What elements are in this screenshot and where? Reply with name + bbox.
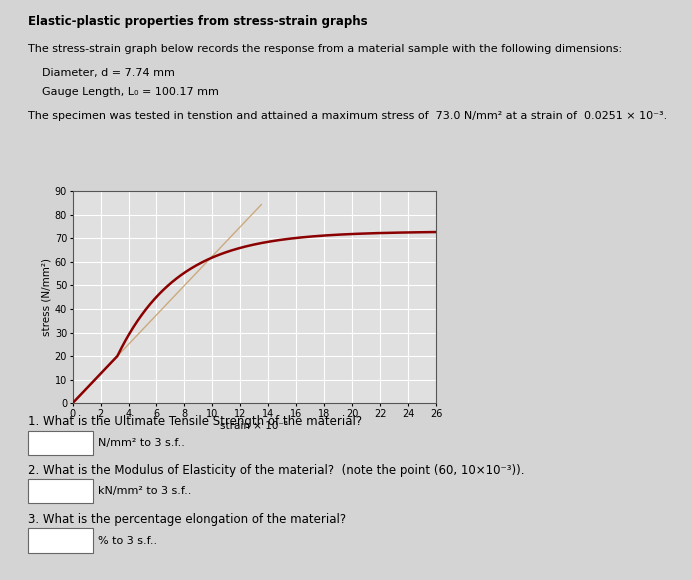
Text: 3. What is the percentage elongation of the material?: 3. What is the percentage elongation of … [28, 513, 346, 526]
Y-axis label: stress (N/mm²): stress (N/mm²) [42, 258, 52, 336]
Text: 1. What is the Ultimate Tensile Strength of the material?: 1. What is the Ultimate Tensile Strength… [28, 415, 362, 427]
Text: The specimen was tested in tenstion and attained a maximum stress of  73.0 N/mm²: The specimen was tested in tenstion and … [28, 111, 667, 121]
Text: The stress-strain graph below records the response from a material sample with t: The stress-strain graph below records th… [28, 44, 622, 53]
Text: Diameter, d = 7.74 mm: Diameter, d = 7.74 mm [28, 68, 174, 78]
Text: Gauge Length, L₀ = 100.17 mm: Gauge Length, L₀ = 100.17 mm [28, 87, 219, 97]
Text: % to 3 s.f..: % to 3 s.f.. [98, 535, 157, 546]
Text: N/mm² to 3 s.f..: N/mm² to 3 s.f.. [98, 438, 185, 448]
Text: 2. What is the Modulus of Elasticity of the material?  (note the point (60, 10×1: 2. What is the Modulus of Elasticity of … [28, 464, 524, 477]
Text: kN/mm² to 3 s.f..: kN/mm² to 3 s.f.. [98, 486, 192, 496]
X-axis label: strain × 10⁻³: strain × 10⁻³ [220, 422, 289, 432]
Text: Elastic-plastic properties from stress-strain graphs: Elastic-plastic properties from stress-s… [28, 14, 367, 27]
